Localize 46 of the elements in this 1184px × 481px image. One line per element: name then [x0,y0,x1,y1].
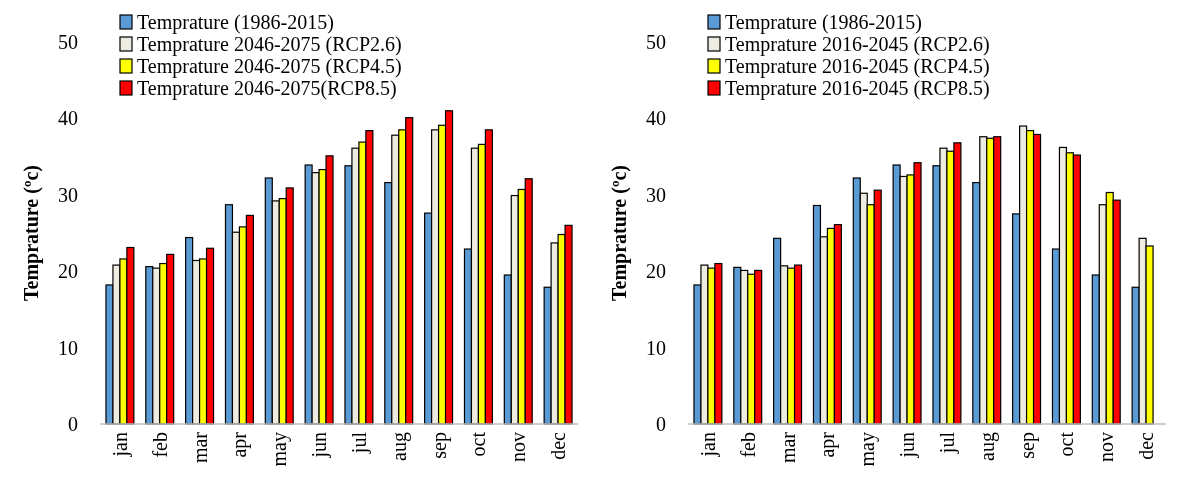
x-tick-label: jun [896,432,920,459]
legend-label: Temprature 2046-2075 (RCP2.6) [137,33,402,56]
x-tick-label: jul [935,431,959,455]
x-tick-label: apr [228,431,252,458]
legend-label: Temprature 2046-2075(RCP8.5) [137,77,397,100]
x-tick-label: feb [148,432,171,458]
legend-label: Temprature (1986-2015) [725,11,922,34]
legend-label: Temprature 2016-2045 (RCP2.6) [725,33,990,56]
y-tick-label: 40 [646,107,666,130]
y-tick-label: 30 [58,183,78,206]
legend-label: Temprature 2046-2075 (RCP4.5) [137,55,402,78]
y-tick-label: 50 [58,31,78,53]
y-tick-label: 50 [646,31,666,53]
x-tick-label: jan [108,432,132,458]
y-tick-label: 20 [646,260,666,283]
x-tick-label: jan [696,432,720,458]
y-tick-label: 10 [646,336,666,359]
x-tick-label: may [268,432,292,467]
x-tick-label: sep [1015,432,1039,459]
x-tick-label: dec [1135,431,1158,460]
x-tick-label: oct [1055,431,1078,457]
x-tick-label: jul [347,431,371,455]
x-tick-label: aug [387,432,411,461]
y-axis-title: Temprature (ºc) [608,164,631,302]
x-tick-label: apr [816,431,840,458]
x-tick-label: aug [975,432,999,461]
x-tick-label: jun [308,432,332,459]
y-tick-label: 40 [58,107,78,130]
x-tick-label: mar [776,431,799,464]
y-tick-label: 20 [58,260,78,283]
y-axis-title: Temprature (ºc) [20,164,43,302]
y-tick-label: 30 [646,183,666,206]
x-tick-label: oct [467,431,490,457]
x-tick-label: nov [1095,432,1118,462]
y-tick-label: 0 [68,413,78,435]
legend-label: Temprature 2016-2045 (RCP8.5) [725,77,990,100]
x-tick-label: mar [188,431,211,464]
y-tick-label: 10 [58,336,78,359]
legend-label: Temprature (1986-2015) [137,11,334,34]
x-tick-label: dec [547,431,570,460]
x-tick-label: nov [507,432,530,462]
x-tick-label: feb [736,432,759,458]
legend-label: Temprature 2016-2045 (RCP4.5) [725,55,990,78]
y-tick-label: 0 [656,413,666,435]
x-tick-label: may [856,432,880,467]
x-tick-label: sep [427,432,451,459]
